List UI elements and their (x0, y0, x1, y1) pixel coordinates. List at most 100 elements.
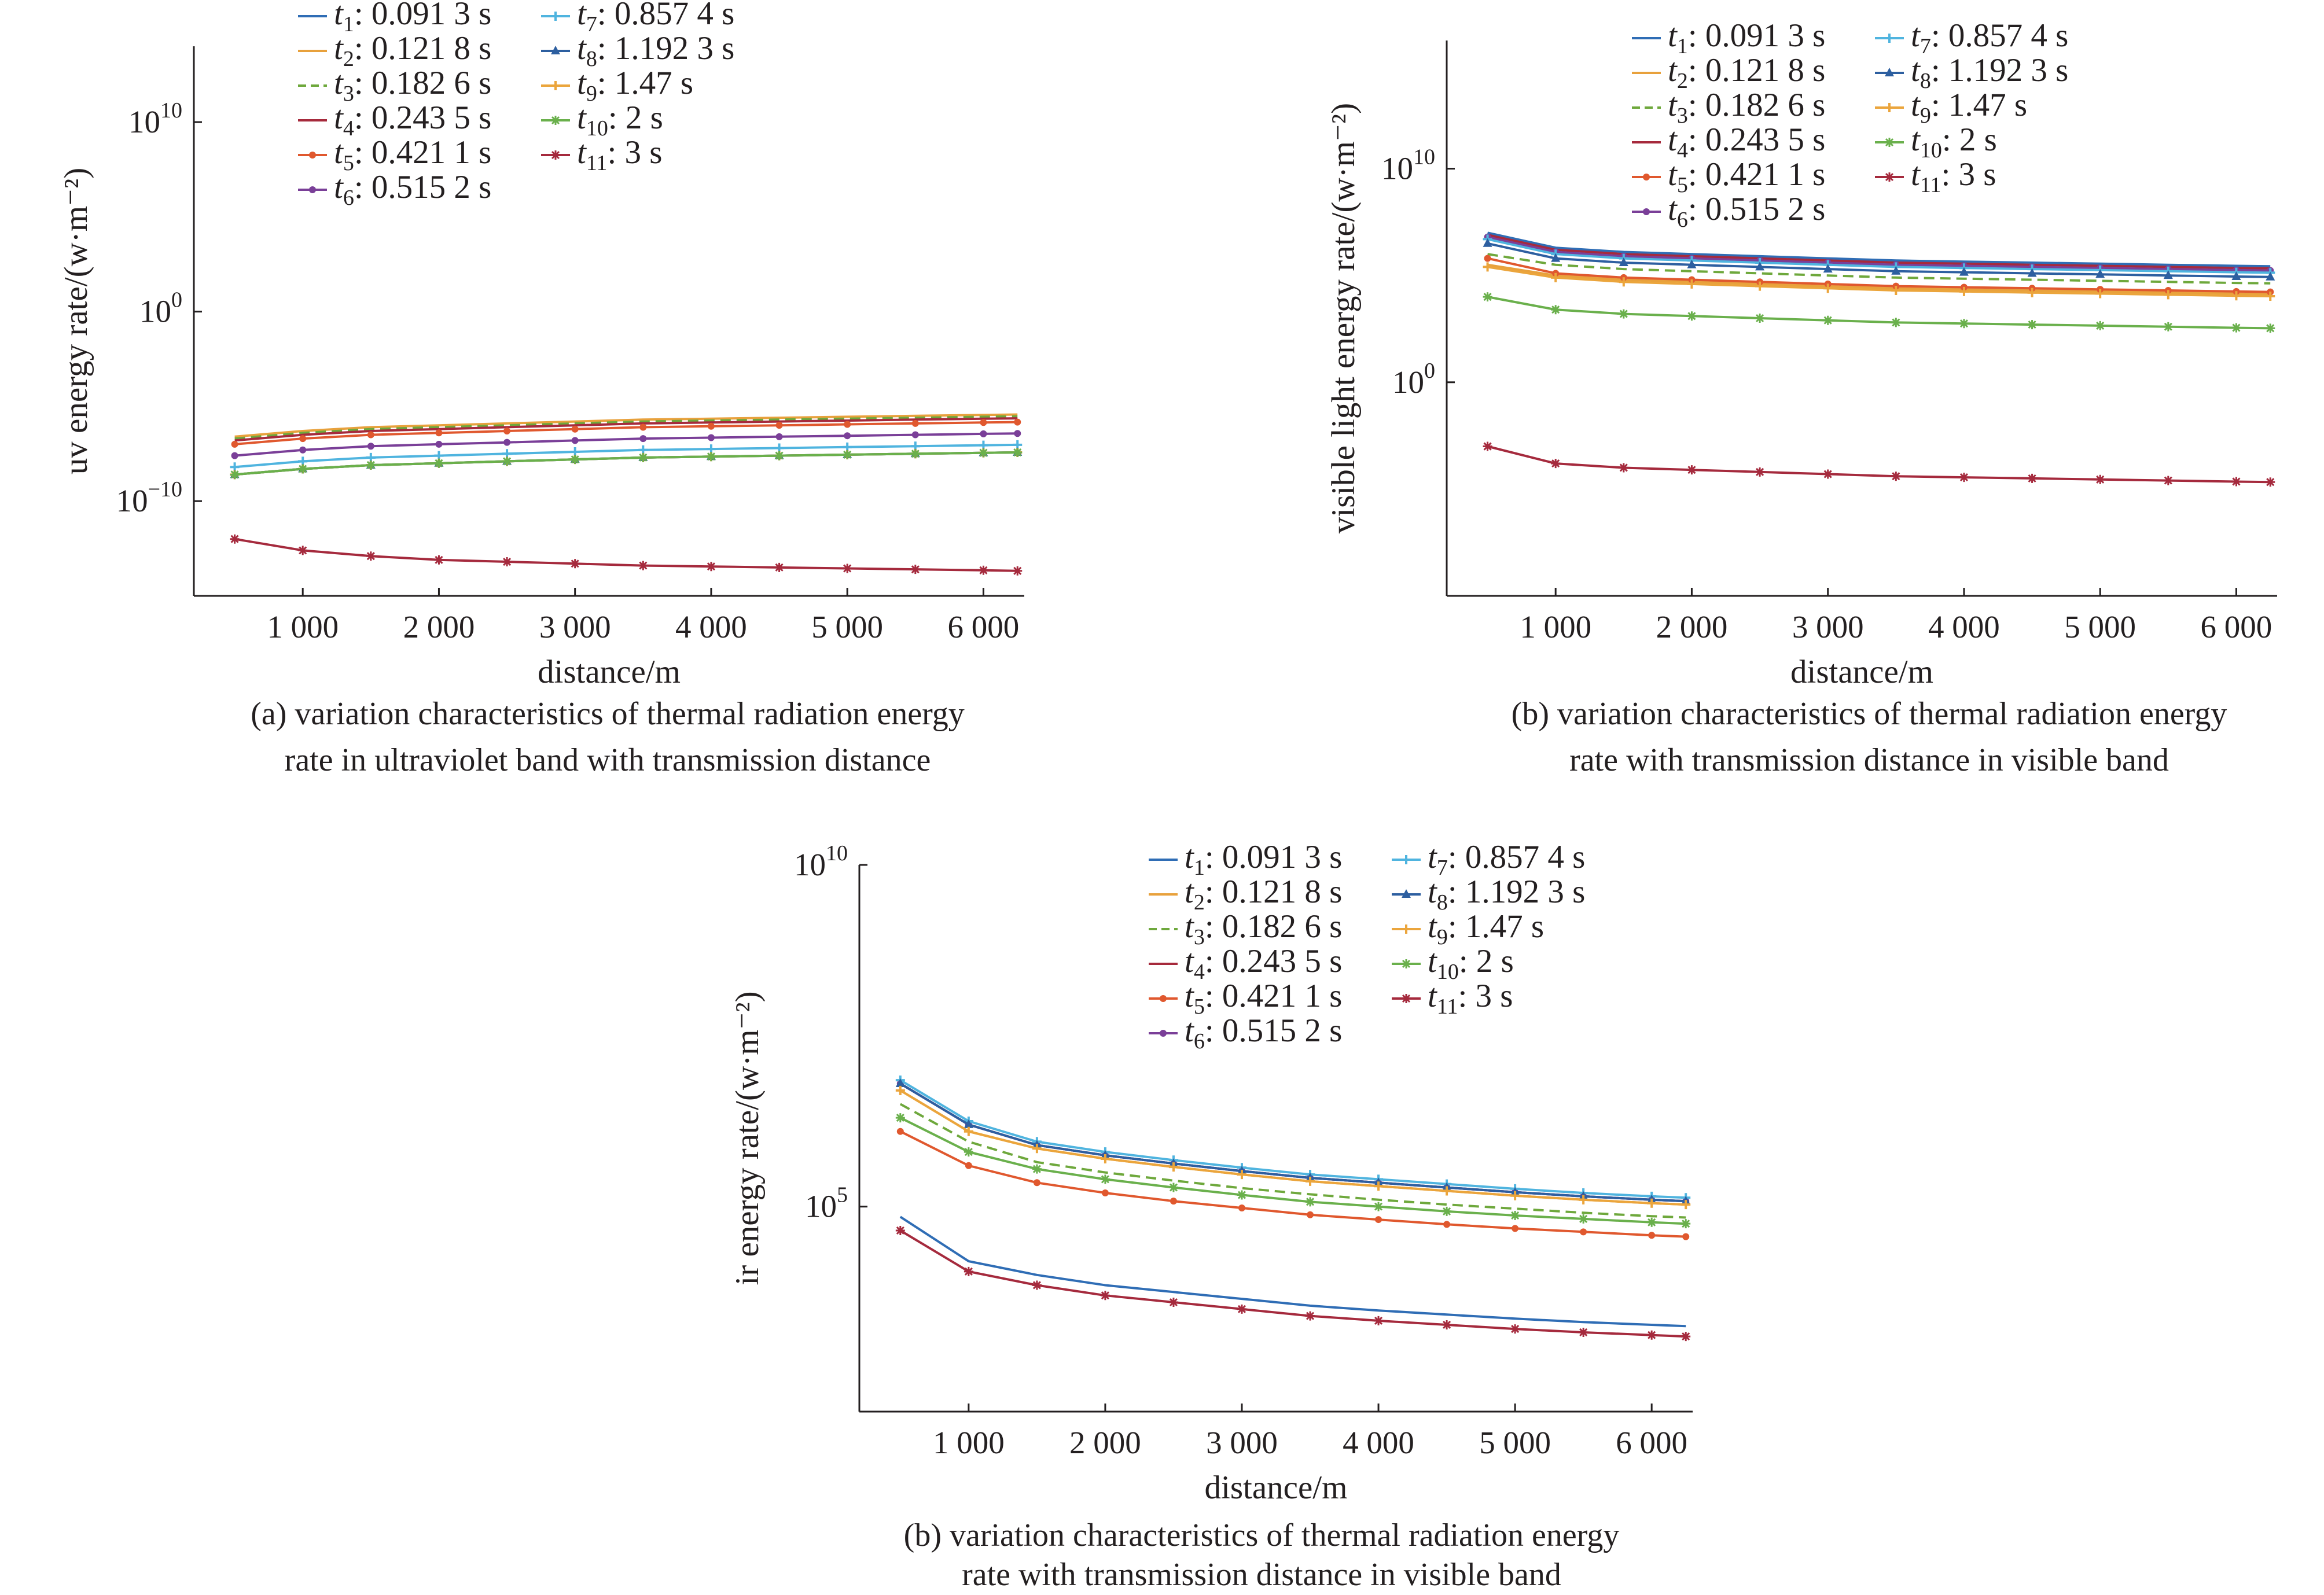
legend-subscript: 1 (1677, 34, 1688, 58)
series-marker-t10 (230, 470, 240, 480)
x-axis-title: distance/m (1790, 654, 1933, 690)
legend-subscript: 6 (343, 186, 354, 210)
series-marker-t11 (964, 1266, 973, 1276)
series-marker-t10 (1032, 1164, 1042, 1174)
series-line-t5 (899, 1130, 1686, 1238)
series-marker-t10 (1687, 311, 1697, 321)
series-line-t3 (899, 1103, 1686, 1219)
legend-value: : 0.515 2 s (354, 169, 492, 205)
legend-var: t (1911, 87, 1921, 123)
series-marker-t10 (1483, 292, 1492, 302)
legend-value: : 0.182 6 s (1688, 87, 1826, 123)
legend-var: t (334, 100, 344, 136)
legend-entry-t9: t9: 1.47 s (577, 65, 693, 106)
series-marker-t8 (1687, 259, 1697, 268)
legend-marker (551, 81, 560, 90)
series-marker-t9 (1755, 281, 1765, 291)
series-marker-t5 (775, 422, 783, 429)
series-marker-t8 (1483, 238, 1492, 247)
series-marker-t10 (774, 451, 784, 461)
legend-subscript: 9 (1437, 925, 1448, 949)
legend-value: : 0.121 8 s (1688, 52, 1826, 89)
legend-subscript: 1 (1194, 856, 1205, 880)
series-line-t9 (234, 451, 1018, 476)
series-marker-t11 (910, 565, 920, 574)
x-tick-label: 5 000 (1479, 1425, 1551, 1460)
series-marker-t11 (570, 559, 580, 569)
series-marker-t10 (1619, 309, 1628, 319)
legend-entry-t8: t8: 1.192 3 s (1428, 874, 1585, 915)
x-axis-title: distance/m (538, 654, 681, 690)
x-tick-label: 2 000 (1069, 1425, 1141, 1460)
legend-var: t (577, 0, 587, 32)
series-marker-t11 (774, 562, 784, 572)
y-tick-label: 1010 (1381, 145, 1435, 186)
legend-subscript: 9 (586, 82, 597, 106)
series-marker-t10 (2266, 323, 2275, 333)
legend-value: : 1.192 3 s (1931, 52, 2069, 89)
series-marker-t8 (1891, 266, 1901, 275)
series-marker-t10 (910, 449, 920, 459)
legend-subscript: 5 (1194, 994, 1205, 1019)
y-axis-title: ir energy rate/(w·m⁻²) (729, 991, 766, 1285)
legend-var: t (1428, 908, 1437, 945)
series-marker-t5 (707, 422, 715, 430)
series-marker-t11 (1551, 459, 1561, 469)
legend-var: t (334, 169, 344, 205)
panel-c-ir-chart: 1 000 2 000 3 000 4 000 5 000 6 000 distance/m… (729, 839, 1693, 1506)
y-tick-exponent: −10 (148, 477, 182, 502)
series-marker-t5 (639, 423, 647, 431)
legend-var: t (1428, 874, 1437, 910)
legend-subscript: 3 (1194, 925, 1205, 949)
legend-entry-t10: t10: 2 s (1911, 121, 1997, 163)
legend-var: t (577, 134, 587, 171)
series-marker-t11 (706, 562, 716, 572)
legend-marker (551, 12, 560, 21)
series-marker-t11 (1687, 465, 1697, 475)
series-marker-t8 (895, 1078, 905, 1087)
series-line-t1 (1487, 231, 2271, 268)
legend-var: t (1911, 121, 1921, 158)
series-marker-t6 (231, 452, 238, 459)
x-tick-label: 5 000 (2064, 609, 2136, 644)
y-tick-label: 100 (139, 288, 182, 329)
series-marker-t11 (979, 565, 988, 575)
legend-marker (1885, 172, 1894, 182)
legend-subscript: 7 (1920, 34, 1931, 58)
legend-value: : 1.192 3 s (597, 30, 735, 67)
legend-subscript: 10 (1437, 960, 1459, 984)
series-marker-t11 (1483, 441, 1492, 451)
series-marker-t6 (367, 443, 374, 450)
series-marker-t11 (1100, 1291, 1110, 1301)
y-tick-exponent: 0 (1424, 359, 1435, 383)
legend-subscript: 8 (1920, 69, 1931, 93)
legend-entry-t11: t11: 3 s (1428, 978, 1513, 1019)
legend-var: t (1185, 874, 1194, 910)
legend-subscript: 8 (586, 47, 597, 71)
series-marker-t5 (1014, 418, 1021, 426)
legend-var: t (577, 100, 587, 136)
series-marker-t9 (2266, 291, 2275, 301)
series-marker-t9 (1032, 1144, 1042, 1154)
legend-value: : 0.857 4 s (1448, 839, 1586, 875)
legend-value: : 0.857 4 s (597, 0, 735, 32)
legend-marker (1885, 68, 1894, 76)
series-marker-t10 (979, 448, 988, 458)
series-marker-t9 (2027, 288, 2037, 297)
series-marker-t8 (1823, 264, 1833, 273)
series-marker-t11 (1959, 473, 1969, 482)
series-marker-t10 (964, 1147, 973, 1157)
series-marker-t9 (1579, 1195, 1588, 1204)
y-tick-base: 10 (1381, 151, 1413, 186)
series-line-t2 (899, 1089, 1686, 1206)
series-marker-t11 (1032, 1280, 1042, 1290)
legend-value: : 3 s (1458, 978, 1513, 1014)
legend-subscript: 5 (343, 151, 354, 175)
legend-var: t (1428, 978, 1437, 1014)
y-tick-label: 10−10 (116, 477, 182, 518)
series-marker-t10 (1013, 448, 1023, 458)
legend-value: : 3 s (607, 134, 662, 171)
series-marker-t11 (2027, 473, 2037, 483)
y-tick-label: 105 (805, 1183, 848, 1224)
